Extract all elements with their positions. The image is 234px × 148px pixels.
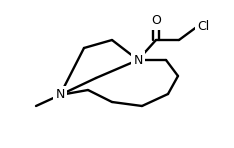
Text: N: N — [133, 53, 143, 66]
Text: O: O — [151, 15, 161, 28]
Text: N: N — [55, 89, 65, 102]
Text: Cl: Cl — [197, 20, 209, 33]
